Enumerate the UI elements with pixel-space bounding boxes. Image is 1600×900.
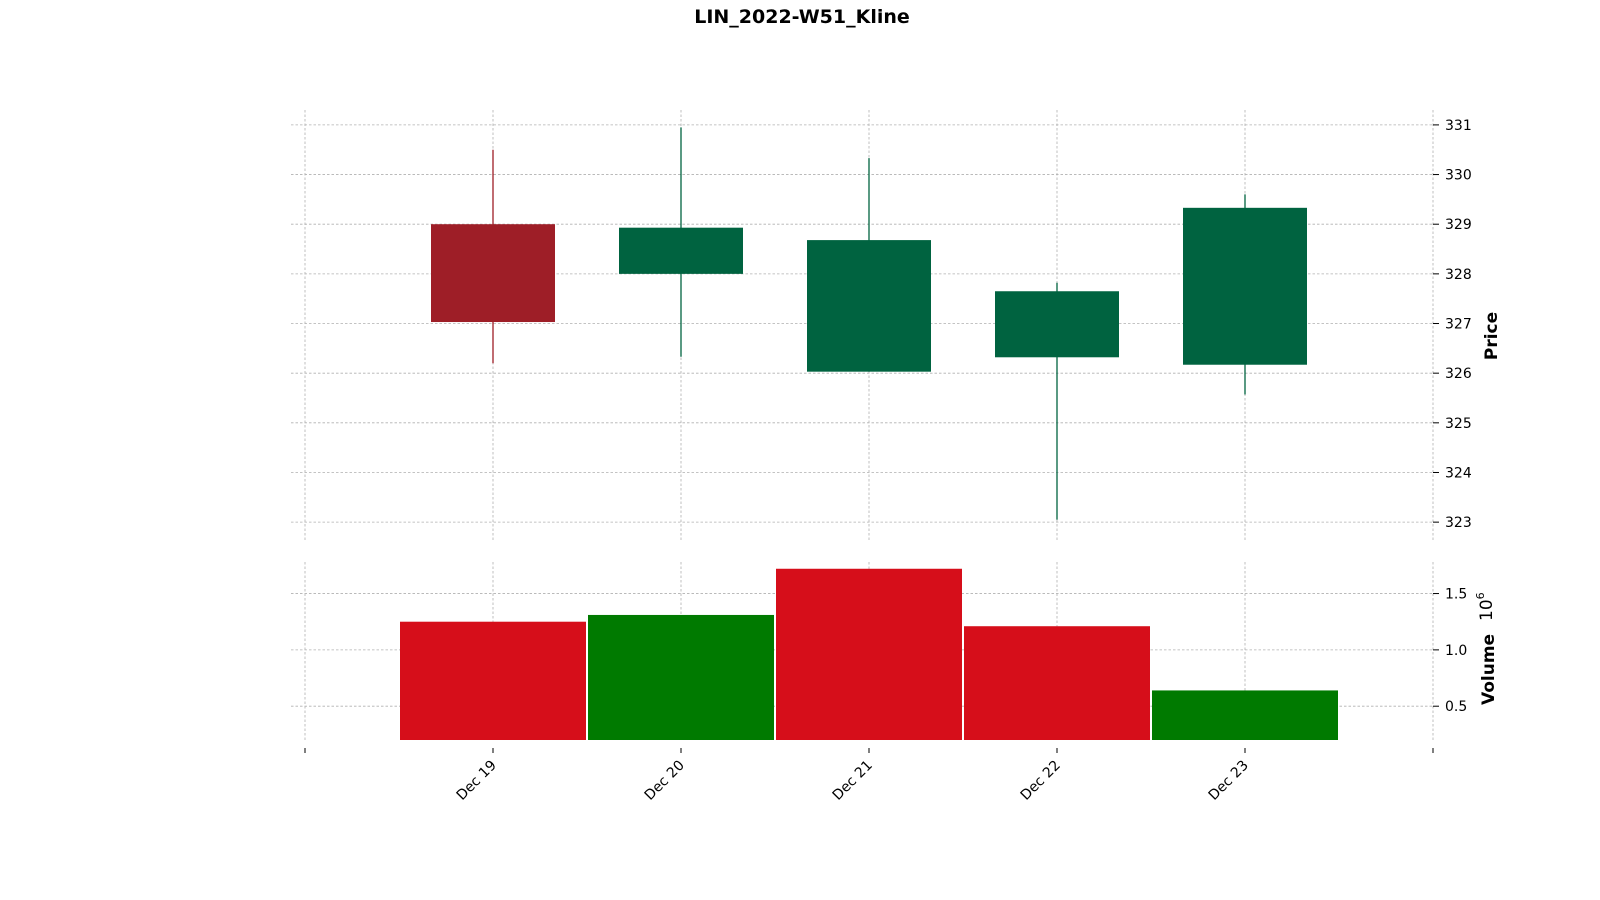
price-tick-label: 329 <box>1445 217 1472 233</box>
chart-title: LIN_2022-W51_Kline <box>694 6 910 28</box>
volume-tick-label: 1.5 <box>1445 587 1467 603</box>
x-tick-label: Dec 22 <box>1018 758 1064 804</box>
volume-bar <box>776 568 962 740</box>
price-tick-label: 326 <box>1445 366 1472 382</box>
svg-text:Volume: Volume <box>1479 634 1499 705</box>
candle-body <box>995 291 1119 358</box>
x-tick-label: Dec 20 <box>642 758 688 804</box>
price-tick-label: 331 <box>1445 118 1472 134</box>
price-tick-label: 323 <box>1445 515 1472 531</box>
volume-bar <box>964 626 1150 740</box>
price-tick-label: 330 <box>1445 168 1472 184</box>
volume-bar <box>1152 690 1338 740</box>
volume-exponent: 6 <box>1474 592 1487 599</box>
price-panel: 323 324 325 326 327 328 329 330 331 <box>291 110 1472 542</box>
candle-body <box>1183 207 1307 365</box>
x-axis: Dec 19 Dec 20 Dec 21 Dec 22 Dec 23 <box>304 748 1434 804</box>
x-tick-label: Dec 19 <box>454 758 500 804</box>
volume-bar <box>588 614 774 740</box>
volume-axis-title: Volume 106 <box>1474 592 1499 705</box>
volume-multiplier: 10 <box>1477 599 1497 621</box>
price-tick-label: 327 <box>1445 317 1472 333</box>
volume-bar <box>400 621 586 740</box>
price-tick-label: 324 <box>1445 465 1472 481</box>
price-axis-title: Price <box>1482 312 1502 360</box>
svg-text:106: 106 <box>1474 592 1497 621</box>
candle-body <box>807 240 931 372</box>
x-tick-label: Dec 21 <box>830 758 876 804</box>
price-tick-label: 328 <box>1445 267 1472 283</box>
candle-body <box>431 224 555 323</box>
x-tick-label: Dec 23 <box>1206 758 1252 804</box>
volume-tick-label: 1.0 <box>1445 643 1467 659</box>
volume-panel: 0.5 1.0 1.5 <box>291 562 1467 740</box>
volume-axis-label: Volume <box>1479 634 1499 705</box>
candle-body <box>619 227 743 274</box>
volume-tick-label: 0.5 <box>1445 699 1467 715</box>
price-tick-label: 325 <box>1445 416 1472 432</box>
